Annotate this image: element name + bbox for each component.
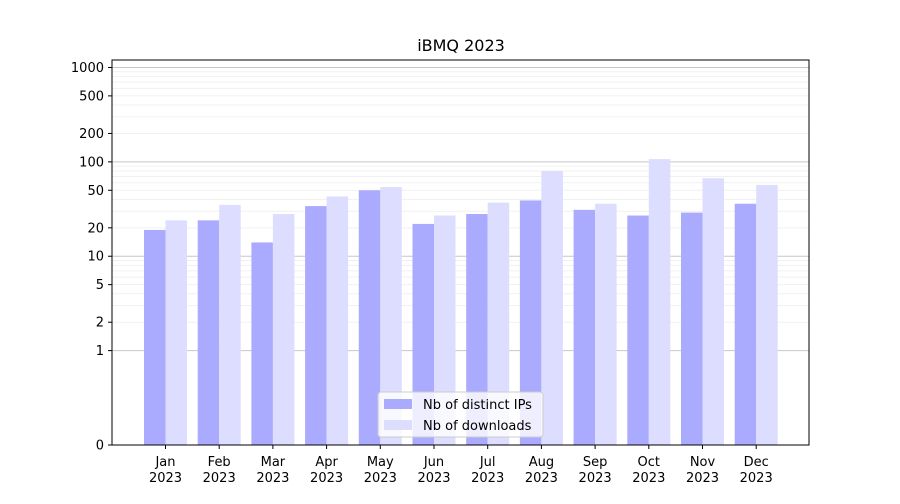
x-tick-label-line: Jun bbox=[423, 455, 444, 470]
y-tick-label: 0 bbox=[96, 439, 104, 454]
y-tick-label: 200 bbox=[79, 127, 104, 142]
bar-distinct-ips bbox=[305, 206, 327, 445]
bar-distinct-ips bbox=[573, 209, 596, 445]
bar-downloads bbox=[648, 159, 671, 445]
bar-downloads bbox=[165, 220, 187, 445]
x-tick-label-line: 2023 bbox=[579, 471, 612, 486]
y-tick-label: 10 bbox=[87, 250, 104, 265]
y-tick-label: 20 bbox=[87, 221, 104, 236]
x-tick-label: Jul 2023 bbox=[471, 455, 504, 486]
x-tick-label-line: Aug bbox=[529, 455, 554, 470]
bars bbox=[144, 159, 778, 446]
bar-distinct-ips bbox=[627, 215, 649, 445]
x-tick-label-line: 2023 bbox=[632, 471, 665, 486]
legend-box bbox=[377, 391, 544, 438]
x-tick-label-line: Apr bbox=[315, 455, 338, 470]
bar-downloads bbox=[326, 196, 349, 445]
x-tick-label-line: 2023 bbox=[310, 471, 343, 486]
legend: Nb of distinct IPs Nb of downloads bbox=[377, 391, 544, 438]
x-tick-label: Dec 2023 bbox=[740, 455, 773, 486]
bar-downloads bbox=[702, 178, 724, 445]
x-tick-label: Jun 2023 bbox=[417, 455, 450, 486]
chart-title: iBMQ 2023 bbox=[417, 36, 505, 55]
y-tick-label: 100 bbox=[79, 155, 104, 170]
x-tick-label: Feb 2023 bbox=[203, 455, 236, 486]
bar-distinct-ips bbox=[358, 190, 381, 445]
x-tick-label-line: Oct bbox=[638, 455, 660, 470]
x-tick-label: Sep 2023 bbox=[579, 455, 612, 486]
x-tick-label: Oct 2023 bbox=[632, 455, 665, 486]
y-tick-label: 500 bbox=[79, 89, 104, 104]
bar-distinct-ips bbox=[681, 212, 703, 445]
bar-downloads bbox=[756, 184, 778, 446]
x-tick-label-line: May bbox=[367, 455, 394, 470]
bar-downloads bbox=[272, 214, 295, 445]
x-tick-label-line: Nov bbox=[690, 455, 716, 470]
y-tick-label: 1 bbox=[96, 344, 104, 359]
bar-distinct-ips bbox=[466, 214, 488, 445]
x-tick-label-line: 2023 bbox=[686, 471, 719, 486]
legend-label: Nb of downloads bbox=[423, 419, 532, 434]
x-tick-label-line: Jan bbox=[154, 455, 175, 470]
x-tick-label: Nov 2023 bbox=[686, 455, 719, 486]
x-tick-label-line: 2023 bbox=[525, 471, 558, 486]
legend-label: Nb of distinct IPs bbox=[423, 398, 532, 413]
x-tick-label-line: 2023 bbox=[256, 471, 289, 486]
bar-downloads bbox=[487, 202, 510, 445]
x-tick-label-line: 2023 bbox=[364, 471, 397, 486]
x-tick-label: Jan 2023 bbox=[149, 455, 182, 486]
bar-downloads bbox=[380, 187, 402, 446]
y-tick-label: 2 bbox=[96, 316, 104, 331]
plot-frame bbox=[111, 59, 810, 446]
bar-downloads bbox=[595, 203, 617, 445]
x-tick-label-line: Feb bbox=[208, 455, 231, 470]
x-tick-label: Aug 2023 bbox=[525, 455, 558, 486]
bar-distinct-ips bbox=[519, 200, 542, 445]
x-tick-label-line: 2023 bbox=[203, 471, 236, 486]
legend-swatch bbox=[384, 399, 412, 409]
x-tick-label: Mar 2023 bbox=[256, 455, 289, 486]
bar-distinct-ips bbox=[412, 223, 434, 445]
bar-downloads bbox=[541, 171, 563, 446]
x-tick-label-line: Mar bbox=[261, 455, 286, 470]
x-tick-label: May 2023 bbox=[364, 455, 397, 486]
bar-distinct-ips bbox=[144, 229, 166, 445]
x-tick-label-line: 2023 bbox=[149, 471, 182, 486]
legend-swatch bbox=[384, 420, 412, 430]
bar-distinct-ips bbox=[734, 203, 757, 445]
y-tick-label: 50 bbox=[87, 184, 104, 199]
x-tick-label: Apr 2023 bbox=[310, 455, 343, 486]
bar-downloads bbox=[219, 204, 241, 445]
y-tick-label: 5 bbox=[96, 278, 104, 293]
x-tick-label-line: 2023 bbox=[740, 471, 773, 486]
bar-distinct-ips bbox=[251, 242, 273, 445]
x-tick-label-line: Jul bbox=[479, 455, 496, 470]
x-tick-label-line: 2023 bbox=[417, 471, 450, 486]
y-axis: 0 1 2 5 10 20 50 100 200 500 1000 bbox=[71, 61, 112, 454]
y-tick-label: 1000 bbox=[71, 61, 104, 76]
bar-distinct-ips bbox=[197, 220, 220, 445]
bar-downloads bbox=[434, 215, 456, 445]
x-tick-label-line: Sep bbox=[583, 455, 608, 470]
x-tick-label-line: 2023 bbox=[471, 471, 504, 486]
x-tick-label-line: Dec bbox=[744, 455, 769, 470]
